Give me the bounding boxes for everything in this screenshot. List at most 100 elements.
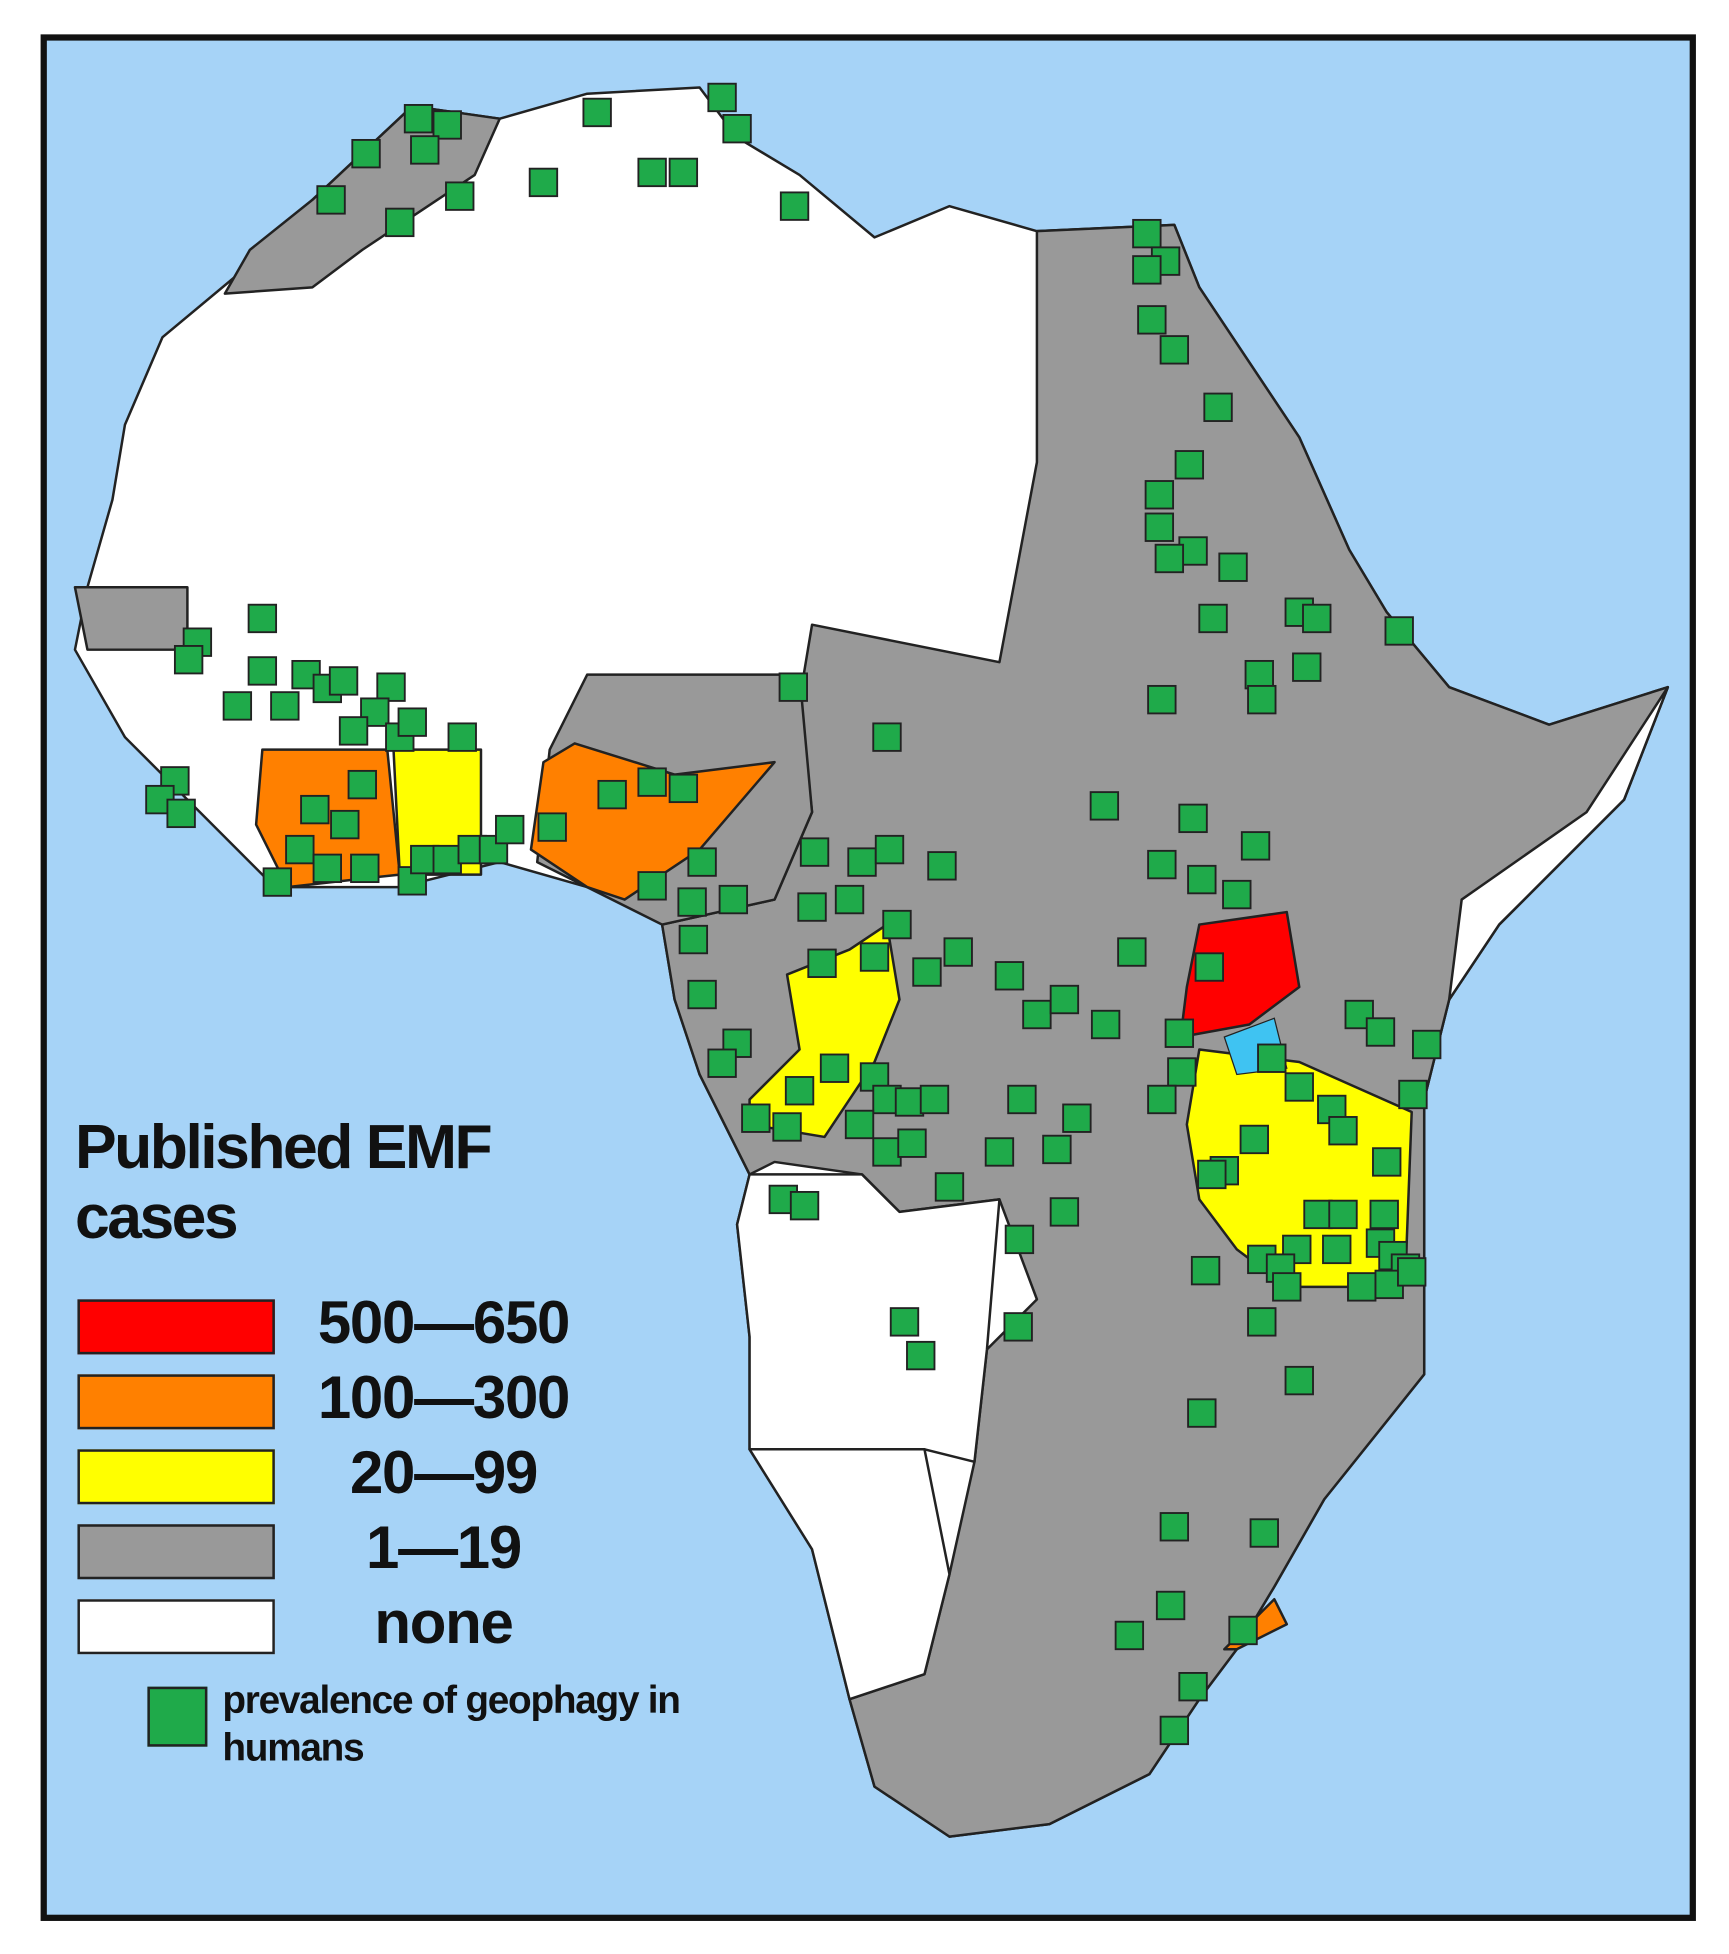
geophagy-marker <box>912 957 942 987</box>
geophagy-marker <box>859 942 890 972</box>
geophagy-marker <box>1292 652 1322 682</box>
geophagy-marker <box>906 1340 936 1371</box>
geophagy-marker <box>1194 952 1225 982</box>
legend-label: 500—650 <box>317 1290 571 1357</box>
region-uganda <box>1179 910 1301 1039</box>
geophagy-marker <box>1187 1398 1217 1428</box>
geophagy-marker <box>410 135 440 165</box>
geophagy-marker <box>1178 1672 1208 1702</box>
geophagy-marker <box>882 909 912 940</box>
geophagy-marker <box>1398 1079 1428 1110</box>
geophagy-marker <box>1167 1057 1197 1087</box>
geophagy-marker <box>668 773 699 804</box>
geophagy-marker <box>328 666 359 696</box>
legend-label: none <box>374 1590 513 1657</box>
geophagy-marker <box>637 157 667 188</box>
legend-marker-label: prevalence of geophagy in humans <box>222 1677 681 1770</box>
geophagy-marker <box>1159 1512 1190 1542</box>
geophagy-marker <box>597 779 627 810</box>
geophagy-marker <box>1240 831 1271 861</box>
geophagy-marker <box>1007 1084 1037 1115</box>
geophagy-marker <box>1302 603 1332 634</box>
geophagy-marker <box>312 853 342 884</box>
geophagy-marker <box>894 1087 925 1117</box>
geophagy-marker <box>528 167 559 198</box>
geophagy-marker <box>1284 1072 1314 1102</box>
geophagy-marker <box>1137 305 1167 335</box>
geophagy-marker <box>799 837 830 867</box>
geophagy-marker <box>376 672 406 702</box>
legend-label: 1—19 <box>365 1515 522 1582</box>
geophagy-marker <box>300 794 330 825</box>
geophagy-marker <box>222 691 253 721</box>
region-namibia <box>748 1448 951 1701</box>
region-nigeria <box>529 742 776 901</box>
geophagy-marker <box>1132 218 1162 249</box>
geophagy-marker <box>1328 1116 1358 1146</box>
geophagy-marker <box>1159 335 1190 365</box>
geophagy-marker <box>1147 849 1177 880</box>
geophagy-marker <box>1247 684 1277 715</box>
geophagy-marker <box>1322 1234 1352 1265</box>
geophagy-marker <box>927 851 957 881</box>
geophagy-marker <box>847 847 877 877</box>
region-somalia <box>1447 685 1670 1001</box>
geophagy-marker <box>1159 1715 1190 1746</box>
geophagy-marker <box>403 104 434 134</box>
geophagy-marker <box>1412 1029 1442 1060</box>
geophagy-marker <box>445 181 475 211</box>
geophagy-marker <box>1042 1134 1072 1165</box>
geophagy-marker <box>1144 480 1175 510</box>
geophagy-marker <box>447 722 477 752</box>
geophagy-marker <box>1384 616 1414 646</box>
geophagy-marker <box>943 937 973 967</box>
geophagy-marker <box>247 603 278 634</box>
geophagy-marker <box>351 138 381 169</box>
geophagy-marker <box>1284 1365 1314 1396</box>
geophagy-marker <box>1239 1124 1269 1155</box>
geophagy-marker <box>1174 450 1205 480</box>
geophagy-marker <box>316 185 346 215</box>
legend-swatch <box>77 1299 275 1355</box>
geophagy-marker <box>1187 864 1217 895</box>
geophagy-marker <box>1049 1197 1080 1227</box>
geophagy-marker <box>1198 603 1228 634</box>
geophagy-marker <box>807 948 837 978</box>
geophagy-marker <box>707 1048 737 1078</box>
geophagy-marker <box>668 157 699 188</box>
geophagy-marker <box>722 114 752 144</box>
geophagy-marker <box>994 961 1025 991</box>
geophagy-marker <box>350 853 380 884</box>
geophagy-marker <box>718 884 749 915</box>
geophagy-marker <box>1303 1199 1333 1230</box>
geophagy-marker <box>330 809 360 840</box>
geophagy-marker <box>1164 1018 1195 1048</box>
geophagy-marker <box>1062 1103 1092 1133</box>
legend-swatch <box>77 1374 275 1430</box>
geophagy-marker <box>1272 1272 1302 1302</box>
geophagy-marker <box>397 707 427 737</box>
geophagy-marker <box>537 812 567 842</box>
geophagy-marker <box>1178 803 1208 834</box>
geophagy-marker <box>872 1137 902 1167</box>
geophagy-marker <box>897 1128 927 1158</box>
geophagy-marker <box>1190 1255 1221 1286</box>
region-senegal <box>73 585 189 651</box>
geophagy-markers <box>145 82 1442 1746</box>
geophagy-marker <box>1132 255 1162 285</box>
geophagy-marker <box>779 191 810 221</box>
geophagy-marker <box>707 82 737 113</box>
geophagy-marker <box>347 769 377 800</box>
geophagy-marker <box>874 834 905 865</box>
geophagy-marker <box>889 1307 920 1337</box>
region-angola <box>735 1173 1001 1464</box>
geophagy-marker <box>160 766 190 796</box>
geophagy-marker <box>797 892 827 922</box>
geophagy-marker <box>1144 512 1175 542</box>
geophagy-marker <box>1249 1518 1279 1548</box>
legend-title: Published EMF cases <box>74 1111 493 1252</box>
geophagy-marker <box>1004 1224 1035 1255</box>
geophagy-marker <box>1147 1084 1177 1115</box>
geophagy-marker <box>1117 937 1147 967</box>
